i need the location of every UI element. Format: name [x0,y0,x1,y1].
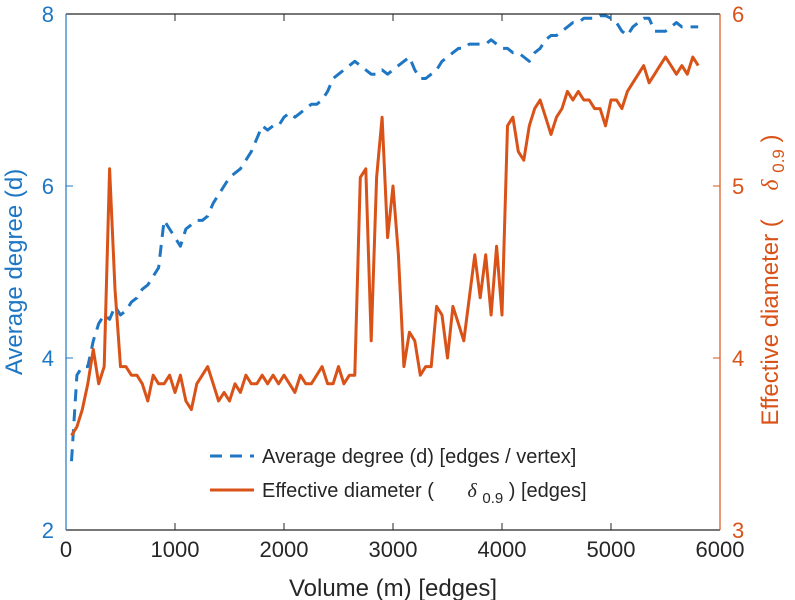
legend-label-effective-diameter-suffix: ) [edges] [509,480,587,502]
legend-label-effective-diameter-symbol: δ [468,480,478,502]
y-axis-left-label: Average degree (d) [1,169,28,375]
axes-frame [65,13,721,531]
series-line-effective-diameter [70,55,700,437]
x-tick-label: 5000 [587,537,636,562]
legend-label-average-degree: Average degree (d) [edges / vertex] [262,446,576,468]
y-axis-right-label-subscript: 0.9 [769,149,788,173]
x-tick-label: 2000 [260,537,309,562]
y-right-tick-label: 4 [732,346,744,371]
axis-ticks: 0 1000 2000 3000 4000 5000 6000 2 4 6 8 3 4 5 6 [42,2,745,562]
y-axis-right-label: Effective diameter ( δ 0.9 ) [757,134,790,425]
y-left-tick-label: 6 [42,174,54,199]
y-axis-right-label-symbol: δ [758,179,784,191]
y-right-tick-label: 5 [732,174,744,199]
x-tick-label: 3000 [369,537,418,562]
legend: Average degree (d) [edges / vertex] Effe… [210,446,587,508]
legend-label-effective-diameter: Effective diameter ( δ 0.9 ) [edges] [262,480,587,508]
x-tick-label: 4000 [478,537,527,562]
x-tick-label: 1000 [151,537,200,562]
x-tick-label: 0 [60,537,72,562]
y-left-tick-label: 8 [42,2,54,27]
y-right-tick-label: 3 [732,518,744,543]
x-tick-label: 6000 [696,537,745,562]
y-left-tick-label: 4 [42,346,54,371]
y-right-tick-label: 6 [732,2,744,27]
y-axis-right-label-suffix: ) [757,134,784,142]
legend-label-effective-diameter-subscript: 0.9 [482,490,503,507]
legend-label-effective-diameter-prefix: Effective diameter ( [262,480,434,502]
series-line-average-degree [70,14,699,462]
svg-text:Effective diameter ( δ: Effective diameter ( δ 0.9 ) [757,134,790,425]
y-axis-right-label-prefix: Effective diameter ( [757,219,784,425]
y-left-tick-label: 2 [42,518,54,543]
x-axis-label: Volume (m) [edges] [289,575,497,600]
series-layer [70,14,700,462]
